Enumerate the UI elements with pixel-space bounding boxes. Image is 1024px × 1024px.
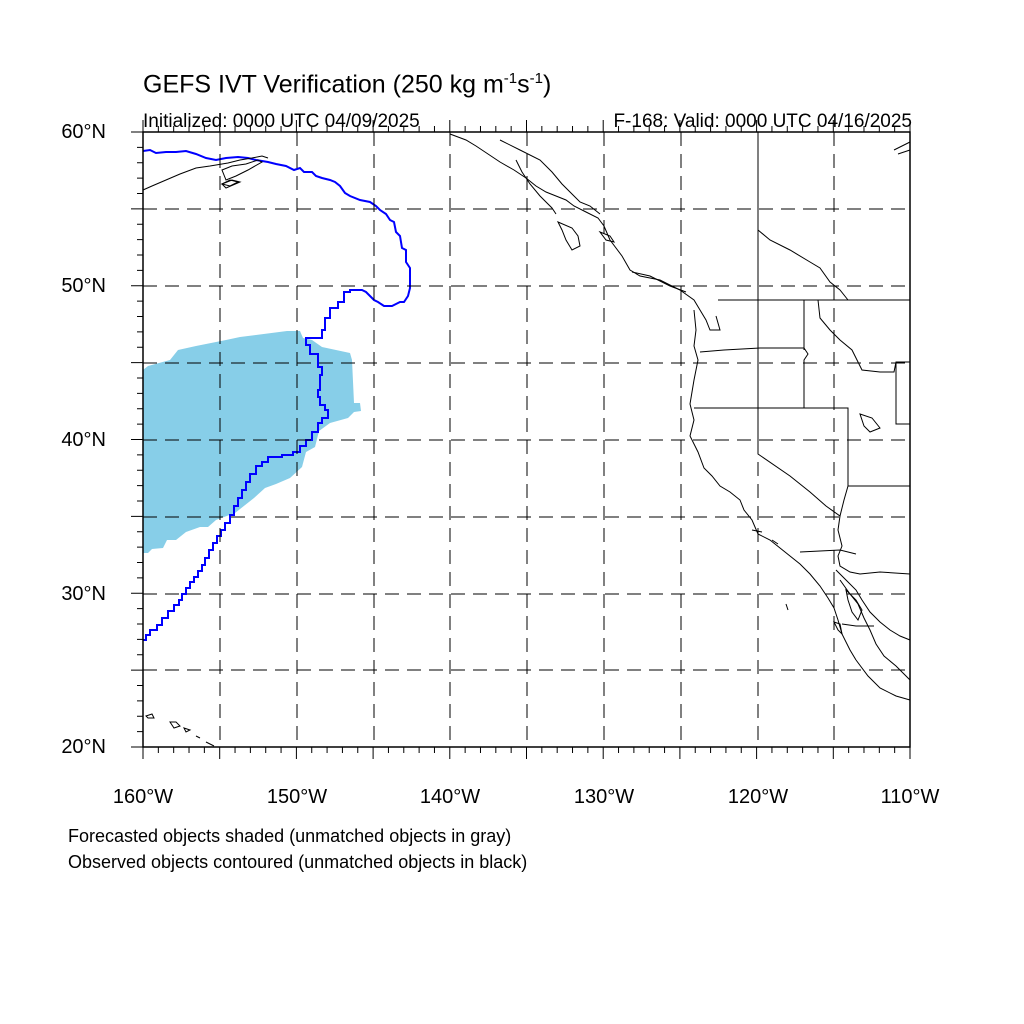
lon-label-130w: 130°W [573,786,635,808]
graticule [143,132,910,747]
observed-legend-note: Observed objects contoured (unmatched ob… [68,852,528,872]
lat-label-40n: 40°N [61,429,106,451]
lon-label-150w: 150°W [266,786,328,808]
lat-label-20n: 20°N [61,736,106,758]
lon-label-160w: 160°W [112,786,174,808]
lon-label-110w: 110°W [880,786,940,808]
coastlines-boundaries [142,133,911,747]
lon-label-140w: 140°W [419,786,481,808]
forecast-ivt-object [143,331,361,553]
lat-label-50n: 50°N [61,275,106,297]
lat-label-60n: 60°N [61,121,106,143]
axis-ticks [131,120,911,759]
lon-label-120w: 120°W [727,786,789,808]
initialized-time: Initialized: 0000 UTC 04/09/2025 [143,111,420,132]
lat-label-30n: 30°N [61,583,106,605]
observed-ivt-contour [142,148,411,641]
forecast-legend-note: Forecasted objects shaded (unmatched obj… [68,826,512,846]
valid-time: F-168: Valid: 0000 UTC 04/16/2025 [613,111,912,132]
map-title: GEFS IVT Verification (250 kg m-1s-1) [143,70,552,99]
map-frame [142,131,911,748]
